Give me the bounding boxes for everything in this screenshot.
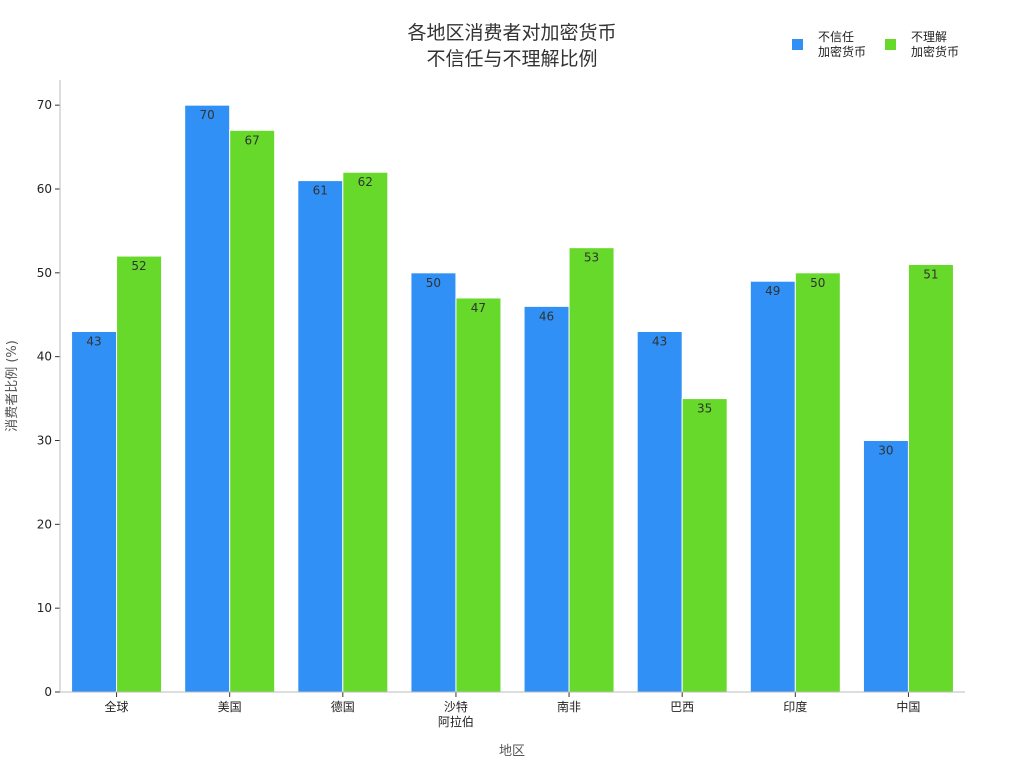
bar-value-label: 46 — [539, 309, 554, 323]
y-tick-label: 20 — [37, 517, 52, 531]
legend-label: 不理解 — [911, 30, 947, 44]
bar-value-label: 67 — [245, 133, 260, 147]
legend-swatch — [792, 39, 803, 50]
bar-not-understand — [794, 272, 841, 693]
bar-value-label: 51 — [923, 267, 938, 281]
y-tick-label: 40 — [37, 350, 52, 364]
x-tick-label: 德国 — [331, 699, 355, 714]
bar-value-label: 70 — [200, 108, 215, 122]
y-tick-label: 60 — [37, 182, 52, 196]
bar-not-understand — [681, 398, 728, 693]
x-tick-label: 全球 — [105, 699, 129, 714]
y-axis-label: 消费者比例 (%) — [5, 340, 20, 432]
y-tick-label: 30 — [37, 433, 52, 447]
x-tick-label: 阿拉伯 — [438, 714, 474, 729]
bar-distrust — [862, 439, 909, 693]
bar-distrust — [523, 305, 570, 693]
bar-value-label: 30 — [878, 443, 893, 457]
y-tick-label: 70 — [37, 98, 52, 112]
bar-distrust — [410, 272, 457, 693]
bar-not-understand — [342, 171, 389, 693]
bar-distrust — [184, 104, 231, 693]
bar-value-label: 53 — [584, 251, 599, 265]
bar-value-label: 47 — [471, 301, 486, 315]
legend-label: 不信任 — [818, 30, 854, 44]
bar-not-understand — [568, 247, 615, 693]
bar-value-label: 49 — [765, 284, 780, 298]
bar-value-label: 62 — [358, 175, 373, 189]
bar-not-understand — [229, 129, 276, 693]
x-tick-label: 南非 — [557, 699, 581, 714]
legend-label: 加密货币 — [911, 44, 959, 59]
x-tick-label: 中国 — [896, 699, 920, 714]
x-tick-label: 巴西 — [670, 700, 694, 714]
bar-distrust — [636, 331, 683, 693]
legend-swatch — [885, 39, 896, 50]
bar-value-label: 50 — [810, 276, 825, 290]
bar-not-understand — [455, 297, 502, 693]
y-tick-label: 10 — [37, 601, 52, 615]
bar-not-understand — [116, 255, 163, 693]
bar-value-label: 35 — [697, 402, 712, 416]
x-tick-label: 印度 — [783, 699, 807, 714]
bar-value-label: 61 — [313, 184, 328, 198]
x-tick-label: 美国 — [218, 700, 242, 714]
bar-distrust — [749, 280, 796, 693]
legend-label: 加密货币 — [818, 44, 866, 59]
bar-not-understand — [907, 263, 954, 693]
x-tick-label: 沙特 — [444, 699, 468, 714]
chart-title-line-1: 各地区消费者对加密货币 — [407, 22, 616, 44]
y-tick-label: 50 — [37, 266, 52, 280]
bar-distrust — [71, 331, 118, 693]
bar-value-label: 43 — [86, 335, 101, 349]
bar-value-label: 43 — [652, 335, 667, 349]
x-axis-label: 地区 — [499, 744, 525, 759]
chart-title-line-2: 不信任与不理解比例 — [426, 48, 597, 70]
bar-value-label: 50 — [426, 276, 441, 290]
y-tick-label: 0 — [44, 685, 52, 699]
bar-value-label: 52 — [131, 259, 146, 273]
bar-distrust — [297, 180, 344, 693]
